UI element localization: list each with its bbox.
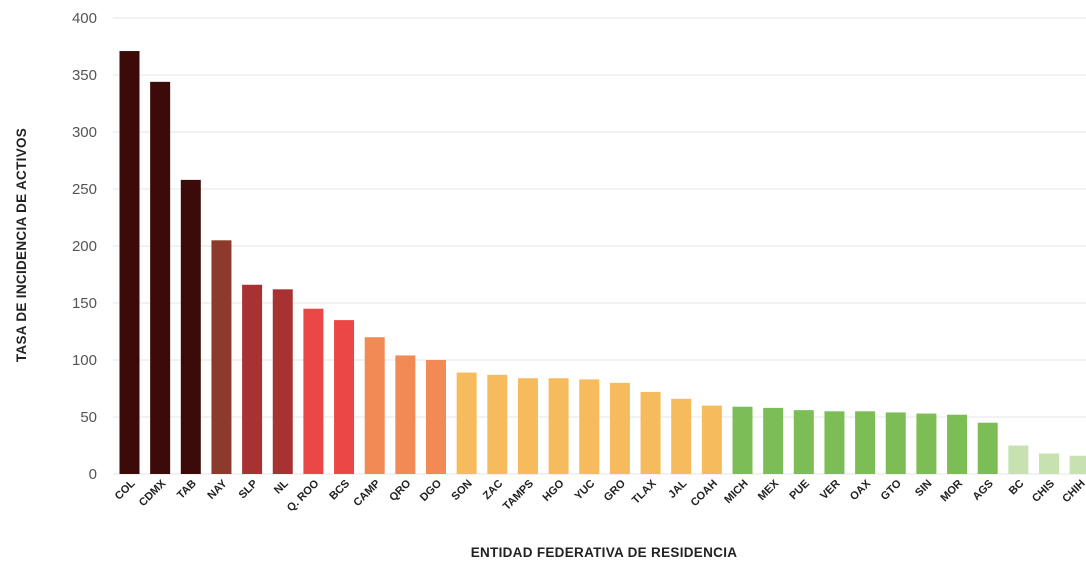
x-tick-label: ZAC xyxy=(481,478,506,503)
y-tick-label: 0 xyxy=(89,466,97,483)
x-tick-label: COAH xyxy=(689,478,720,509)
bar-hgo xyxy=(548,378,569,474)
bar-pue xyxy=(793,410,814,474)
x-tick-label: Q. ROO xyxy=(285,477,322,514)
x-tick-label: SLP xyxy=(237,478,261,502)
bar-gto xyxy=(885,412,906,474)
x-tick-label: CHIH xyxy=(1060,478,1086,506)
bar-sin xyxy=(916,413,937,474)
bar-dgo xyxy=(426,360,446,474)
x-tick-label: COL xyxy=(113,477,138,502)
bar-chis xyxy=(1039,453,1059,474)
bar-bcs xyxy=(334,320,355,474)
y-axis-ticks: 0 50 100 150 200 250 300 350 400 xyxy=(72,10,97,483)
x-tick-label: TAB xyxy=(175,478,199,502)
x-tick-label: SIN xyxy=(913,478,934,499)
y-axis-label: TASA DE INCIDENCIA DE ACTIVOS xyxy=(14,128,29,362)
y-tick-label: 300 xyxy=(72,124,97,141)
bar-zac xyxy=(487,374,508,474)
y-tick-label: 50 xyxy=(80,409,97,426)
y-tick-label: 150 xyxy=(72,295,97,312)
bar-cdmx xyxy=(150,81,171,474)
x-tick-label: AGS xyxy=(970,478,995,503)
bar-mich xyxy=(732,406,753,474)
bar-mex xyxy=(763,407,784,474)
bar-qro xyxy=(395,355,416,474)
bar-mor xyxy=(947,414,968,474)
bar-nl xyxy=(272,289,293,474)
x-axis-label: ENTIDAD FEDERATIVA DE RESIDENCIA xyxy=(471,545,738,560)
bar-q-roo xyxy=(303,308,324,474)
x-tick-label: NL xyxy=(272,477,291,496)
bar-col xyxy=(119,51,140,475)
x-tick-label: PUE xyxy=(787,478,811,502)
x-tick-label: NAY xyxy=(205,477,230,502)
x-tick-label: CAMP xyxy=(351,478,382,509)
x-tick-label: JAL xyxy=(666,477,689,500)
bar-nay xyxy=(211,240,232,474)
x-tick-label: MEX xyxy=(756,477,782,503)
x-tick-label: YUC xyxy=(572,478,597,503)
bar-oax xyxy=(855,411,876,474)
y-tick-label: 100 xyxy=(72,352,97,369)
x-tick-label: CDMX xyxy=(137,477,169,509)
bar-yuc xyxy=(579,379,600,474)
bars xyxy=(119,51,1086,475)
bar-camp xyxy=(364,337,385,474)
x-tick-label: VER xyxy=(818,478,843,503)
bar-chih xyxy=(1069,455,1086,474)
x-tick-label: QRO xyxy=(387,477,414,504)
y-tick-label: 400 xyxy=(72,10,97,27)
x-tick-label: GRO xyxy=(602,477,629,504)
x-tick-label: HGO xyxy=(541,477,568,504)
x-tick-label: TAMPS xyxy=(501,478,536,513)
x-tick-label: CHIS xyxy=(1030,478,1057,505)
bar-ags xyxy=(977,422,998,474)
x-tick-label: GTO xyxy=(879,477,905,503)
x-tick-label: BC xyxy=(1007,478,1027,498)
bar-gro xyxy=(609,382,630,474)
x-tick-label: SON xyxy=(449,478,474,503)
x-axis-ticks: COL CDMX TAB NAY SLP NLQ. ROO BCS CAMP QRO DGO SON… xyxy=(113,477,1086,514)
bar-son xyxy=(456,372,477,474)
bar-tamps xyxy=(517,378,538,474)
x-tick-label: BCS xyxy=(327,478,352,503)
bar-coah xyxy=(701,405,722,474)
bar-jal xyxy=(671,398,692,474)
x-tick-label: MICH xyxy=(722,478,750,506)
y-tick-label: 350 xyxy=(72,67,97,84)
x-tick-label: TLAX xyxy=(630,477,659,506)
x-tick-label: MOR xyxy=(939,478,966,505)
x-tick-label: DGO xyxy=(418,477,445,504)
y-tick-label: 250 xyxy=(72,181,97,198)
y-tick-label: 200 xyxy=(72,238,97,255)
bar-tab xyxy=(180,179,201,474)
x-tick-label: OAX xyxy=(848,477,874,503)
bar-ver xyxy=(824,411,845,474)
bar-slp xyxy=(242,284,263,474)
bar-tlax xyxy=(640,391,661,474)
bar-bc xyxy=(1008,445,1029,474)
